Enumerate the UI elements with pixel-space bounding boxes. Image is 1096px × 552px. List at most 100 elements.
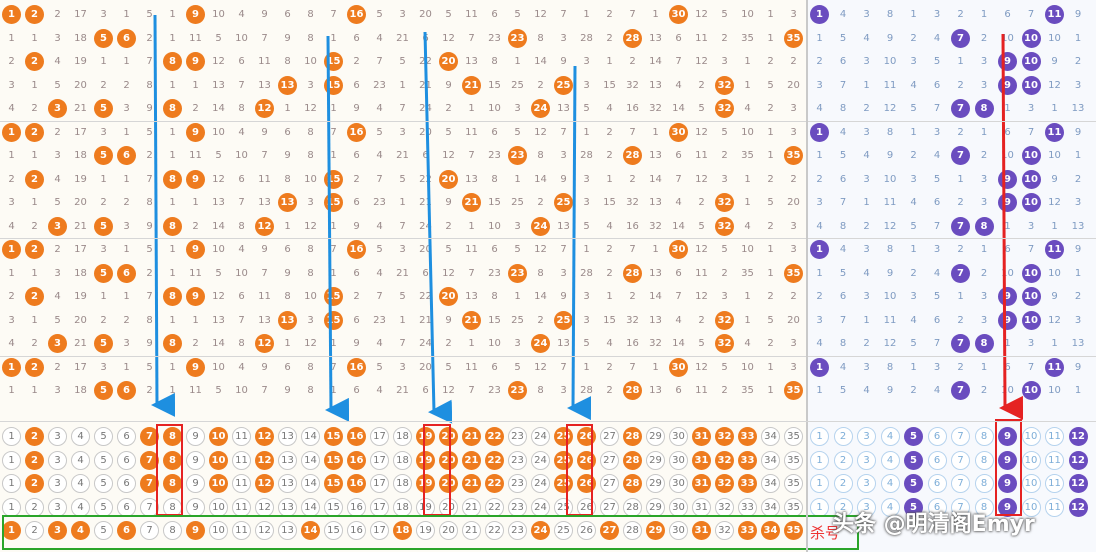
summary-ball[interactable]: 30 (669, 450, 688, 470)
summary-back-ball[interactable]: 11 (1045, 497, 1064, 517)
summary-ball[interactable]: 32 (715, 427, 734, 446)
summary-ball[interactable]: 9 (186, 427, 205, 446)
summary-back-ball[interactable]: 5 (904, 474, 923, 493)
summary-back-ball[interactable]: 9 (998, 427, 1017, 446)
summary-ball[interactable]: 23 (508, 474, 527, 493)
summary-back-ball[interactable]: 4 (880, 427, 900, 446)
summary-ball[interactable]: 23 (508, 450, 527, 470)
summary-ball[interactable]: 23 (508, 497, 527, 517)
summary-ball[interactable]: 18 (393, 427, 412, 446)
summary-ball[interactable]: 10 (209, 474, 228, 493)
kill-row-ball[interactable]: 17 (370, 521, 389, 540)
summary-ball[interactable]: 8 (163, 450, 182, 470)
summary-back-ball[interactable]: 9 (998, 474, 1017, 493)
summary-ball[interactable]: 10 (209, 427, 228, 446)
summary-back-ball[interactable]: 11 (1045, 450, 1064, 470)
summary-ball[interactable]: 17 (370, 474, 389, 493)
kill-row-ball[interactable]: 28 (623, 521, 642, 540)
summary-ball[interactable]: 15 (324, 450, 343, 470)
summary-back-ball[interactable]: 7 (951, 497, 970, 517)
summary-back-ball[interactable]: 3 (857, 497, 876, 517)
summary-ball[interactable]: 3 (48, 474, 67, 493)
summary-ball[interactable]: 16 (347, 474, 366, 493)
summary-ball[interactable]: 12 (255, 427, 274, 446)
summary-ball[interactable]: 4 (71, 474, 90, 493)
summary-back-ball[interactable]: 7 (951, 474, 970, 493)
summary-ball[interactable]: 2 (25, 427, 44, 446)
summary-back-ball[interactable]: 8 (974, 497, 994, 517)
summary-ball[interactable]: 25 (554, 474, 573, 493)
summary-ball[interactable]: 21 (462, 474, 481, 493)
kill-row-ball[interactable]: 31 (692, 521, 711, 540)
summary-back-ball[interactable]: 10 (1021, 497, 1041, 517)
summary-ball[interactable]: 33 (738, 450, 757, 470)
summary-ball[interactable]: 15 (324, 474, 343, 493)
summary-ball[interactable]: 1 (2, 450, 21, 470)
kill-row-ball[interactable]: 10 (209, 521, 228, 540)
summary-back-ball[interactable]: 5 (904, 450, 923, 470)
kill-row-ball[interactable]: 18 (393, 521, 412, 540)
summary-ball[interactable]: 12 (255, 450, 274, 470)
kill-row-ball[interactable]: 11 (232, 521, 251, 540)
summary-ball[interactable]: 32 (715, 474, 734, 493)
summary-ball[interactable]: 5 (94, 474, 113, 493)
kill-row-ball[interactable]: 20 (439, 521, 458, 540)
summary-back-ball[interactable]: 6 (927, 497, 947, 517)
summary-ball[interactable]: 27 (600, 427, 619, 446)
kill-row-ball[interactable]: 13 (278, 521, 297, 540)
summary-ball[interactable]: 29 (646, 450, 665, 470)
summary-ball[interactable]: 21 (462, 427, 481, 446)
summary-ball[interactable]: 30 (669, 427, 688, 446)
kill-row-ball[interactable]: 26 (577, 521, 596, 540)
summary-back-ball[interactable]: 3 (857, 427, 876, 446)
summary-ball[interactable]: 7 (140, 450, 159, 470)
summary-ball[interactable]: 16 (347, 450, 366, 470)
summary-ball[interactable]: 9 (186, 474, 205, 493)
summary-ball[interactable]: 14 (301, 427, 320, 446)
kill-row-ball[interactable]: 25 (554, 521, 573, 540)
summary-ball[interactable]: 19 (416, 474, 435, 493)
summary-ball[interactable]: 28 (623, 450, 642, 470)
summary-ball[interactable]: 35 (784, 497, 803, 517)
summary-ball[interactable]: 21 (462, 450, 481, 470)
summary-back-ball[interactable]: 5 (904, 497, 923, 517)
kill-row-ball[interactable]: 7 (140, 521, 159, 540)
summary-back-ball[interactable]: 12 (1068, 474, 1088, 493)
kill-row-ball[interactable]: 3 (48, 521, 67, 540)
summary-ball[interactable]: 27 (600, 474, 619, 493)
kill-row-ball[interactable]: 27 (600, 521, 619, 540)
summary-back-ball[interactable]: 1 (810, 474, 829, 493)
summary-ball[interactable]: 19 (416, 427, 435, 446)
summary-ball[interactable]: 22 (485, 427, 504, 446)
summary-ball[interactable]: 33 (738, 427, 757, 446)
summary-ball[interactable]: 8 (163, 474, 182, 493)
summary-ball[interactable]: 7 (140, 427, 159, 446)
summary-ball[interactable]: 3 (48, 450, 67, 470)
summary-ball[interactable]: 22 (485, 450, 504, 470)
summary-ball[interactable]: 4 (71, 450, 90, 470)
kill-row-ball[interactable]: 35 (784, 521, 803, 540)
summary-ball[interactable]: 29 (646, 427, 665, 446)
summary-back-ball[interactable]: 1 (810, 427, 829, 446)
summary-back-ball[interactable]: 7 (951, 427, 970, 446)
summary-back-ball[interactable]: 9 (998, 450, 1017, 470)
summary-ball[interactable]: 25 (554, 450, 573, 470)
summary-ball[interactable]: 20 (439, 474, 458, 493)
summary-ball[interactable]: 11 (232, 474, 251, 493)
summary-ball[interactable]: 10 (209, 497, 228, 517)
summary-ball[interactable]: 35 (784, 427, 803, 446)
summary-ball[interactable]: 31 (692, 497, 711, 517)
summary-back-ball[interactable]: 2 (833, 450, 853, 470)
summary-back-ball[interactable]: 10 (1021, 450, 1041, 470)
summary-ball[interactable]: 10 (209, 450, 228, 470)
summary-ball[interactable]: 22 (485, 474, 504, 493)
kill-row-ball[interactable]: 33 (738, 521, 757, 540)
summary-back-ball[interactable]: 12 (1068, 450, 1088, 470)
kill-row-ball[interactable]: 16 (347, 521, 366, 540)
kill-row-ball[interactable]: 12 (255, 521, 274, 540)
summary-ball[interactable]: 6 (117, 474, 136, 493)
summary-ball[interactable]: 28 (623, 474, 642, 493)
summary-ball[interactable]: 12 (255, 474, 274, 493)
summary-back-ball[interactable]: 6 (927, 450, 947, 470)
kill-row-ball[interactable]: 21 (462, 521, 481, 540)
